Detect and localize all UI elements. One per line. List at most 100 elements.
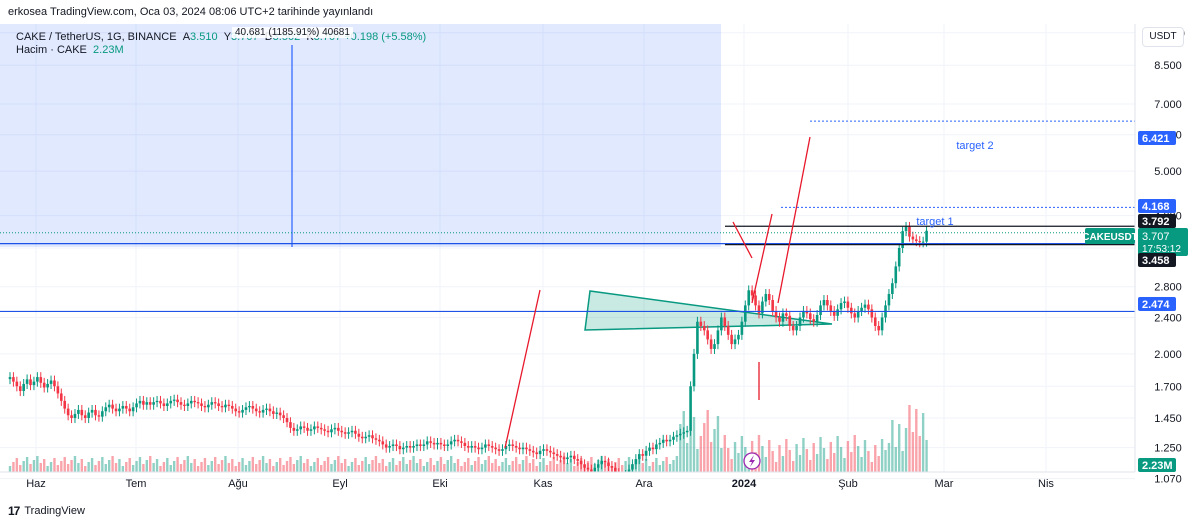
candle-body bbox=[631, 464, 634, 470]
candle-body bbox=[702, 325, 706, 331]
candle-body bbox=[877, 325, 880, 331]
candle-body bbox=[272, 411, 275, 414]
volume-bar bbox=[867, 451, 870, 472]
candle-body bbox=[614, 467, 617, 472]
symbol-legend: CAKE / TetherUS, 1G, BINANCE A3.510 Y3.7… bbox=[16, 30, 426, 45]
volume-bar bbox=[111, 456, 114, 472]
candle-body bbox=[750, 290, 754, 296]
volume-bar bbox=[812, 443, 815, 472]
candle-body bbox=[767, 293, 771, 300]
candle-body bbox=[644, 450, 648, 456]
volume-bar bbox=[402, 457, 405, 472]
candle-body bbox=[453, 439, 456, 442]
candle-body bbox=[56, 386, 60, 394]
candle-body bbox=[466, 446, 470, 448]
candle-body bbox=[460, 441, 463, 443]
candle-body bbox=[398, 446, 402, 450]
candle-body bbox=[111, 404, 114, 409]
volume-bar bbox=[56, 465, 60, 472]
volume-bar bbox=[641, 463, 644, 472]
volume-bar bbox=[207, 465, 210, 472]
candle-body bbox=[535, 452, 538, 455]
candle-body bbox=[590, 469, 593, 472]
candle-body bbox=[254, 408, 258, 412]
candle-body bbox=[720, 317, 723, 331]
volume-bar bbox=[422, 466, 426, 472]
volume-bar bbox=[898, 424, 901, 472]
time-axis[interactable]: Haz Tem Ağu Eyl Eki Kas Ara 2024 Şub Mar Nis bbox=[0, 471, 1135, 490]
candle-body bbox=[207, 404, 210, 408]
volume-bar bbox=[532, 459, 535, 472]
volume-bar bbox=[350, 462, 354, 472]
volume-bar bbox=[333, 460, 337, 472]
candle-body bbox=[873, 317, 877, 326]
volume-bar bbox=[538, 462, 542, 472]
candle-body bbox=[18, 386, 22, 392]
price-label: 3.792 bbox=[1142, 216, 1170, 228]
candle-body bbox=[501, 449, 504, 451]
volume-bar bbox=[460, 466, 463, 472]
candle-body bbox=[83, 415, 87, 418]
volume-bar bbox=[405, 464, 408, 472]
candle-body bbox=[330, 429, 333, 433]
volume-bar bbox=[53, 458, 56, 472]
candle-body bbox=[148, 402, 152, 405]
volume-bar bbox=[552, 457, 555, 472]
candle-body bbox=[419, 444, 422, 447]
candle-body bbox=[518, 447, 521, 450]
volume-bar bbox=[901, 451, 904, 472]
candle-body bbox=[292, 427, 296, 431]
candle-body bbox=[682, 432, 686, 434]
volume-bar bbox=[836, 436, 839, 472]
volume-bar bbox=[166, 458, 169, 472]
volume-bar bbox=[644, 459, 648, 472]
volume-bar bbox=[904, 428, 908, 472]
candle-body bbox=[53, 380, 56, 387]
volume-bar bbox=[179, 464, 183, 472]
volume-bar bbox=[63, 457, 66, 472]
candle-body bbox=[480, 447, 484, 450]
candle-body bbox=[795, 325, 798, 331]
candle-body bbox=[774, 310, 778, 318]
candle-body bbox=[193, 400, 196, 403]
candle-body bbox=[309, 429, 313, 431]
candle-body bbox=[333, 427, 337, 430]
volume-bar bbox=[320, 465, 323, 472]
candle-body bbox=[477, 447, 480, 450]
x-tick-label: Ara bbox=[635, 478, 653, 490]
volume-bar bbox=[518, 464, 521, 472]
volume-bar bbox=[258, 460, 261, 472]
candle-body bbox=[289, 422, 292, 428]
candle-body bbox=[867, 304, 870, 310]
candle-body bbox=[791, 325, 795, 331]
volume-bar bbox=[689, 430, 692, 472]
volume-bar bbox=[716, 416, 720, 472]
volume-bar bbox=[477, 457, 480, 472]
volume-bar bbox=[627, 457, 631, 472]
candle-body bbox=[788, 315, 792, 326]
volume-bar bbox=[32, 460, 36, 472]
candle-body bbox=[449, 441, 453, 445]
volume-bar bbox=[730, 459, 733, 472]
volume-bar bbox=[415, 463, 419, 472]
candle-body bbox=[723, 317, 727, 326]
volume-bar bbox=[278, 458, 282, 472]
volume-bar bbox=[316, 458, 319, 472]
volume-bar bbox=[511, 461, 514, 472]
candle-body bbox=[80, 409, 84, 416]
candle-body bbox=[313, 426, 316, 430]
candle-body bbox=[829, 305, 833, 311]
volume-bar bbox=[467, 458, 470, 472]
candle-body bbox=[726, 325, 730, 335]
candle-body bbox=[593, 467, 597, 472]
volume-bar bbox=[149, 456, 152, 472]
candle-body bbox=[918, 241, 922, 243]
candle-body bbox=[549, 450, 552, 453]
candle-body bbox=[224, 404, 227, 408]
candle-body bbox=[131, 407, 135, 412]
candle-body bbox=[525, 447, 528, 450]
candle-series bbox=[8, 221, 928, 472]
candle-body bbox=[90, 409, 94, 413]
currency-button[interactable]: USDT bbox=[1142, 27, 1184, 47]
